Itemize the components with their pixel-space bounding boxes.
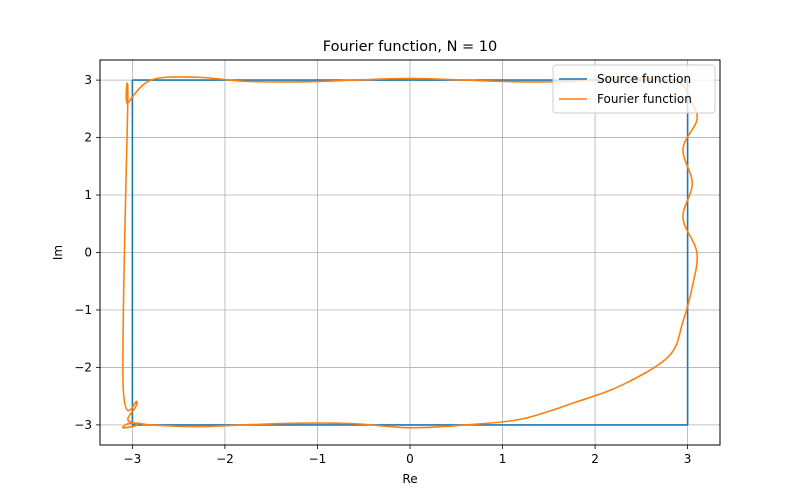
y-axis-label: Im xyxy=(51,245,65,260)
series-line-source xyxy=(131,79,689,426)
x-axis-label: Re xyxy=(402,472,417,486)
y-tick-label: 2 xyxy=(84,131,92,145)
y-tick-label: −2 xyxy=(74,360,92,374)
x-ticks: −3 −2 −1 0 1 2 3 xyxy=(124,445,692,466)
legend-label: Source function xyxy=(597,72,691,86)
legend-label: Fourier function xyxy=(597,92,692,106)
y-tick-label: 3 xyxy=(84,73,92,87)
x-tick-label: 3 xyxy=(684,452,692,466)
y-ticks: −3 −2 −1 0 1 2 3 xyxy=(74,73,100,432)
series-line-fourier xyxy=(121,76,699,429)
x-tick-label: −2 xyxy=(216,452,234,466)
legend-box xyxy=(552,64,716,114)
y-tick-label: −3 xyxy=(74,418,92,432)
plot-area xyxy=(121,76,699,429)
y-tick-label: 0 xyxy=(84,246,92,260)
x-tick-label: −3 xyxy=(124,452,142,466)
y-tick-label: 1 xyxy=(84,188,92,202)
x-tick-label: −1 xyxy=(309,452,327,466)
x-tick-label: 1 xyxy=(499,452,507,466)
x-tick-label: 0 xyxy=(406,452,414,466)
chart-title: Fourier function, N = 10 xyxy=(323,39,497,55)
y-tick-label: −1 xyxy=(74,303,92,317)
x-tick-label: 2 xyxy=(591,452,599,466)
legend: Source function Fourier function xyxy=(552,64,716,114)
